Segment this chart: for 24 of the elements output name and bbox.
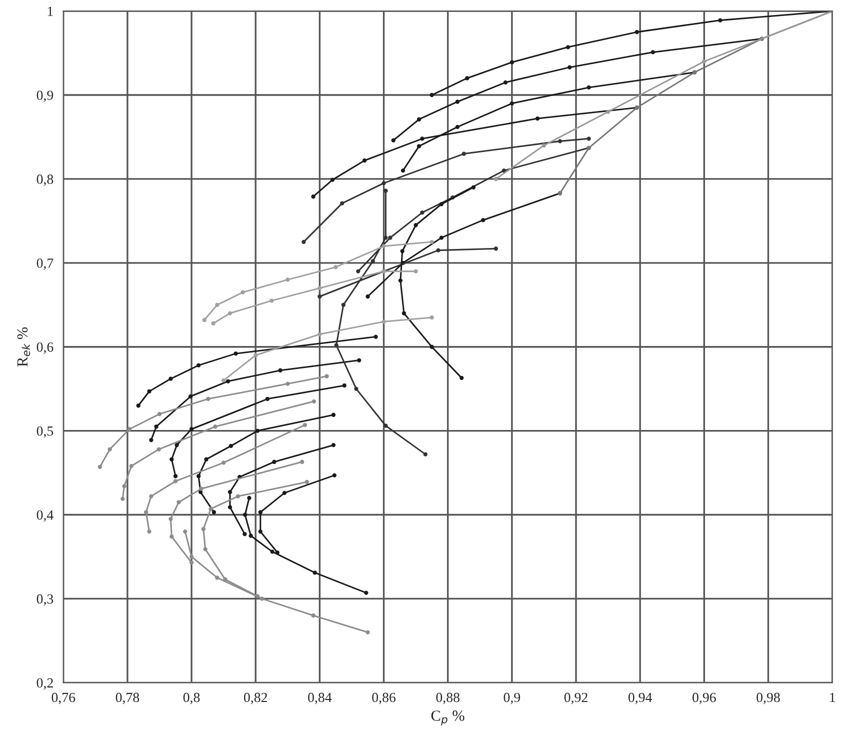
- x-tick-label: 0,92: [564, 692, 588, 704]
- y-tick-label: 1: [48, 6, 53, 16]
- x-tick-label: 0,82: [244, 692, 267, 704]
- x-tick-label: 0,9: [504, 692, 520, 704]
- x-tick-label: 0,8: [183, 692, 200, 704]
- y-tick-label: 0,9: [36, 90, 54, 102]
- x-tick-label: 0,78: [116, 692, 140, 704]
- y-axis-title: R$_{ek}$ %: [17, 327, 30, 367]
- x-tick-label: 0,98: [756, 692, 780, 704]
- x-tick-label: 0,86: [372, 692, 396, 704]
- x-tick-label: 0,84: [308, 692, 332, 704]
- y-tick-label: 0,2: [36, 678, 53, 690]
- x-axis-title: C$_{p}$ %: [431, 710, 464, 726]
- y-tick-label: 0,8: [36, 174, 54, 186]
- x-tick-label: 0,96: [692, 692, 716, 704]
- y-tick-label: 0,4: [36, 510, 54, 522]
- x-tick-label: 0,88: [436, 692, 460, 704]
- x-tick-label: 0,76: [52, 692, 76, 704]
- x-tick-label: 0,94: [628, 692, 652, 704]
- y-tick-label: 0,5: [36, 426, 54, 438]
- y-tick-label: 0,3: [36, 594, 54, 606]
- x-tick-label: 1: [830, 692, 835, 702]
- y-tick-label: 0,7: [36, 258, 54, 270]
- y-tick-label: 0,6: [36, 342, 54, 354]
